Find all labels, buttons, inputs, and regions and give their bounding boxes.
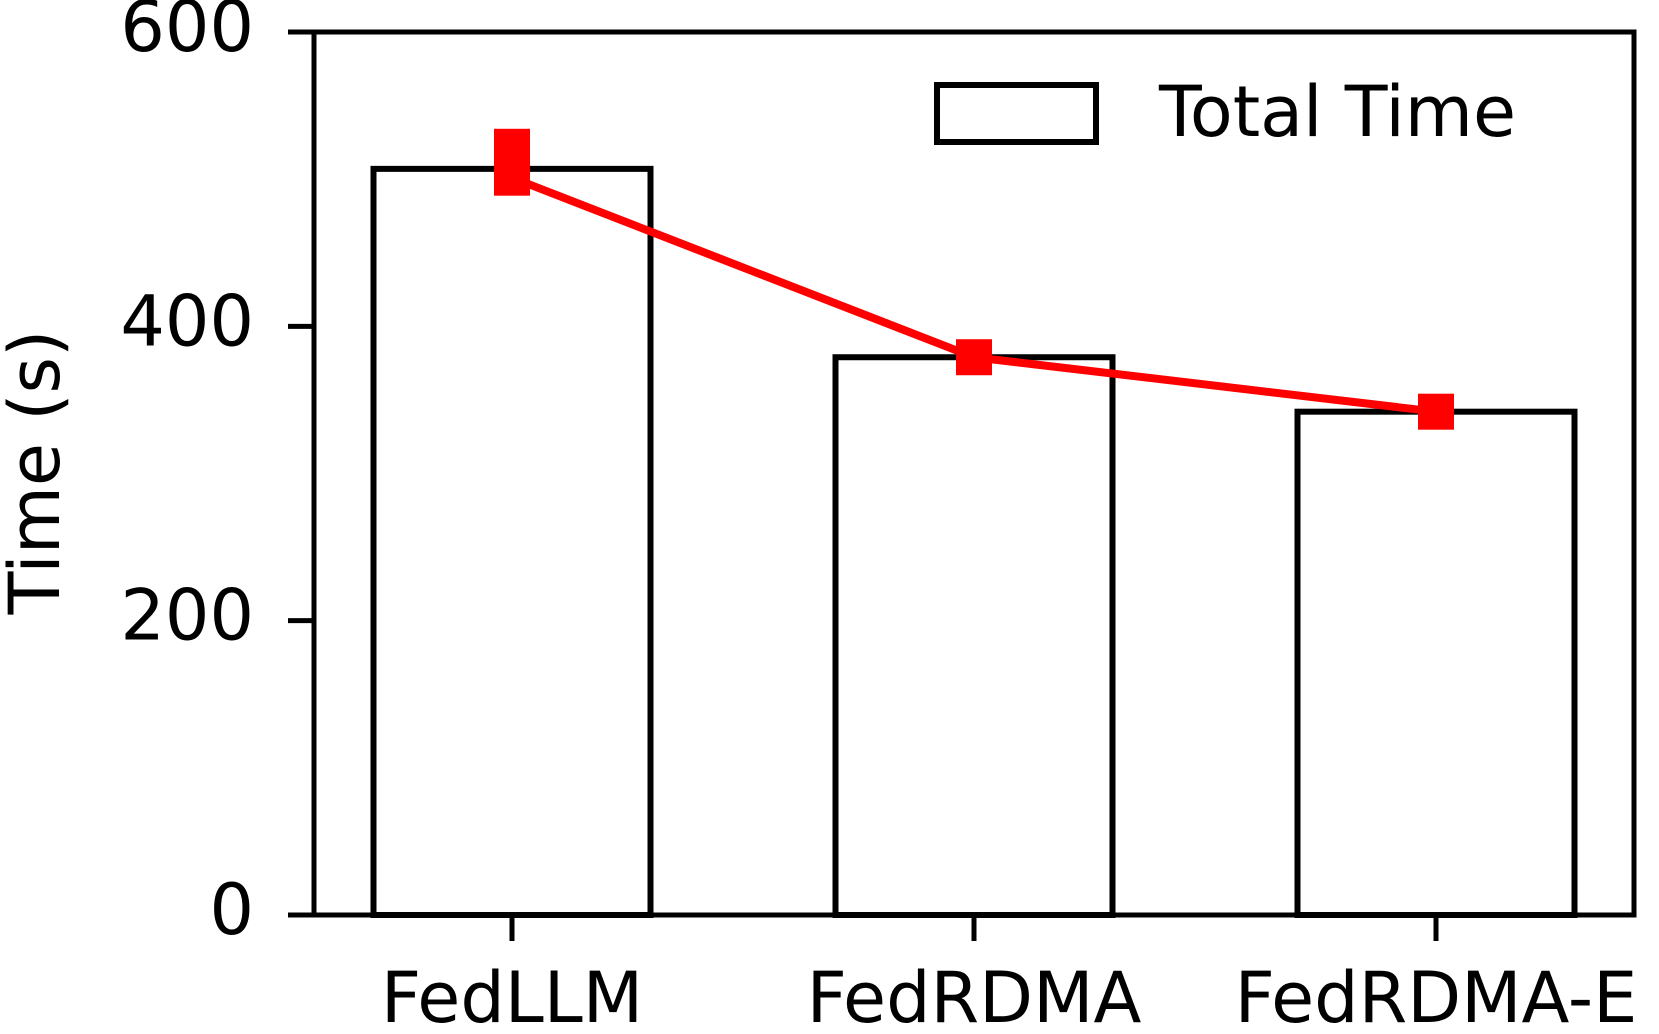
plot-frame — [311, 29, 1637, 918]
bar — [370, 165, 654, 919]
x-tick-label: FedRDMA-E — [1235, 957, 1638, 1034]
y-axis-label: Time (s) — [0, 330, 76, 616]
marker — [494, 128, 530, 165]
y-tick-label: 200 — [120, 575, 254, 657]
y-tick-label: 600 — [120, 0, 254, 68]
marker — [956, 339, 992, 376]
x-tick-label: FedRDMA — [807, 957, 1142, 1034]
y-tick-label: 0 — [209, 869, 254, 951]
legend-label: Total Time — [1158, 71, 1516, 153]
bar — [1294, 408, 1578, 918]
bar — [832, 354, 1116, 918]
marker — [494, 159, 530, 196]
legend-swatch — [934, 82, 1099, 145]
x-tick-label: FedLLM — [381, 957, 643, 1034]
y-tick-label: 400 — [120, 280, 254, 362]
marker — [1418, 393, 1454, 430]
